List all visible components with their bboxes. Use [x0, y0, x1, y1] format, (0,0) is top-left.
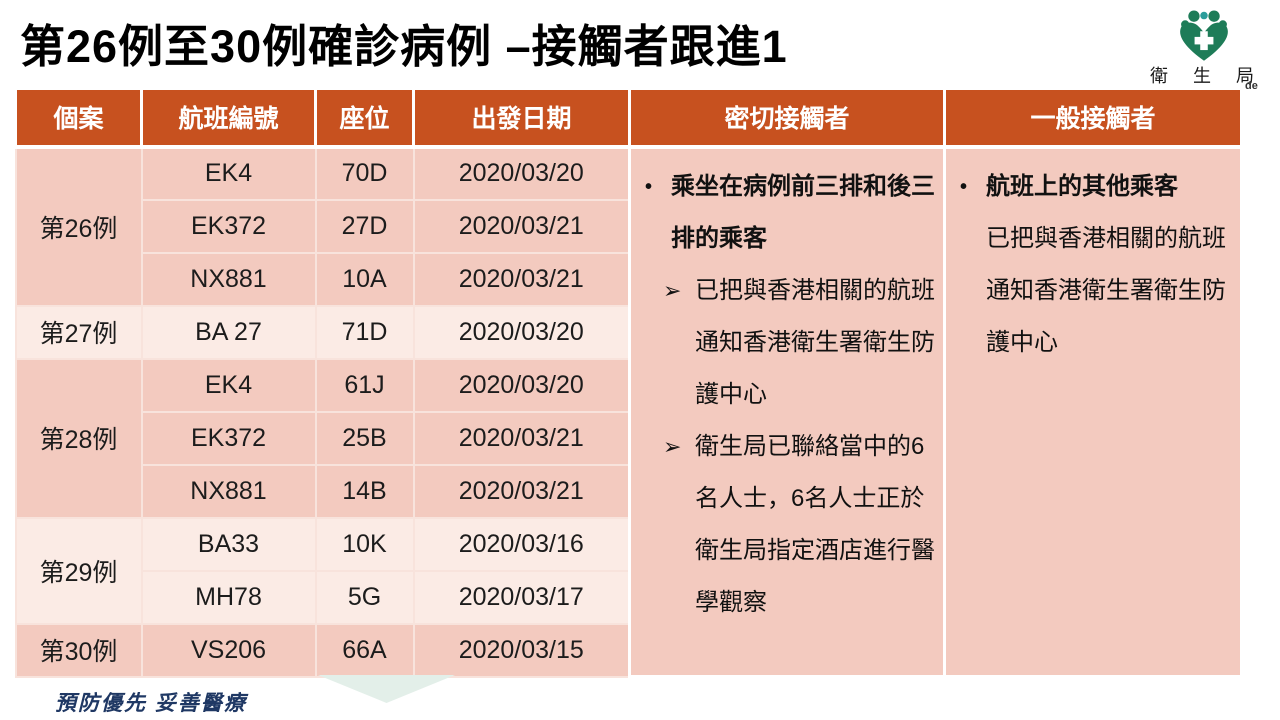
- date-cell: 2020/03/21: [412, 410, 631, 466]
- date-cell: 2020/03/20: [412, 145, 631, 201]
- bullet-icon: •: [960, 175, 968, 198]
- table-row: 第30例 VS206 66A 2020/03/15: [14, 622, 1242, 678]
- general-contacts-cell-item: • 航班上的其他乘客: [952, 161, 1234, 213]
- date-cell: 2020/03/21: [412, 463, 631, 519]
- case-cell: 第28例: [14, 357, 143, 519]
- arrow-icon: ➢: [663, 277, 682, 303]
- flight-cell: NX881: [140, 251, 317, 307]
- logo-label: 衛 生 局: [1150, 66, 1254, 86]
- flight-cell: EK372: [140, 410, 317, 466]
- close-contacts-cell-item: • 乘坐在病例前三排和後三排的乘客: [637, 161, 937, 265]
- seat-cell: 66A: [314, 622, 415, 678]
- date-cell: 2020/03/20: [412, 304, 631, 360]
- table-row: 第28例 EK4 61J 2020/03/20: [14, 357, 1242, 519]
- column-header-5: 一般接觸者: [943, 87, 1243, 149]
- seat-cell: 10K: [314, 516, 415, 572]
- column-header-0: 個案: [14, 87, 143, 149]
- table-row: 第26例 EK4 70D 2020/03/20 • 乘坐在病例前三排和後三排的乘客 ➢ 已把與…: [14, 145, 1243, 678]
- close-contacts-cell-item: ➢ 衛生局已聯絡當中的6名人士，6名人士正於衛生局指定酒店進行醫學觀察: [637, 421, 937, 629]
- column-header-4: 密切接觸者: [628, 87, 946, 149]
- case-cell: 第27例: [14, 304, 143, 360]
- table-row: NX881 14B 2020/03/21: [16, 463, 1242, 519]
- date-cell: 2020/03/17: [412, 569, 631, 625]
- date-cell: 2020/03/21: [412, 198, 631, 254]
- seat-cell: 70D: [314, 145, 415, 201]
- table-row: 第29例 BA33 10K 2020/03/16: [14, 516, 1242, 625]
- date-cell: 2020/03/20: [412, 357, 631, 413]
- contact-tracing-table: 個案 航班編號 座位 出發日期 密切接觸者 一般接觸者 第26例 EK4 70D 2020/03…: [14, 87, 1243, 678]
- case-cell: 第29例: [14, 516, 143, 625]
- table-row: MH78 5G 2020/03/17: [16, 569, 1242, 625]
- general-contacts-cell-item: 已把與香港相關的航班通知香港衛生署衛生防護中心: [986, 224, 1226, 356]
- chevron-decoration: [318, 675, 455, 703]
- flight-cell: BA33: [140, 516, 317, 572]
- flight-cell: MH78: [140, 569, 317, 625]
- table-row: EK372 25B 2020/03/21: [16, 410, 1242, 466]
- health-bureau-logo: 衛 生 局: [1148, 6, 1268, 86]
- flight-cell: EK4: [140, 357, 317, 413]
- flight-cell: BA 27: [140, 304, 317, 360]
- flight-cell: NX881: [140, 463, 317, 519]
- seat-cell: 5G: [314, 569, 415, 625]
- seat-cell: 61J: [314, 357, 415, 413]
- arrow-icon: ➢: [663, 433, 682, 459]
- seat-cell: 14B: [314, 463, 415, 519]
- footer-slogan: 預防優先 妥善醫療: [55, 692, 247, 715]
- seat-cell: 27D: [314, 198, 415, 254]
- date-cell: 2020/03/15: [412, 622, 631, 678]
- case-cell: 第30例: [14, 622, 143, 678]
- case-cell: 第26例: [14, 145, 143, 307]
- heart-people-icon: [1180, 10, 1228, 61]
- column-header-2: 座位: [314, 87, 415, 149]
- flight-cell: EK372: [140, 198, 317, 254]
- page-title: 第26例至30例確診病例 –接觸者跟進1: [20, 21, 788, 72]
- flight-cell: EK4: [140, 145, 317, 201]
- column-header-1: 航班編號: [140, 87, 317, 149]
- general-contacts-cell: • 航班上的其他乘客已把與香港相關的航班通知香港衛生署衛生防護中心: [943, 146, 1243, 678]
- bullet-icon: •: [645, 175, 653, 198]
- table-row: 第27例 BA 27 71D 2020/03/20: [14, 304, 1242, 360]
- seat-cell: 71D: [314, 304, 415, 360]
- column-header-3: 出發日期: [412, 87, 631, 149]
- close-contacts-cell: • 乘坐在病例前三排和後三排的乘客 ➢ 已把與香港相關的航班通知香港衛生署衛生防護中心…: [628, 146, 946, 678]
- table-row: EK372 27D 2020/03/21: [16, 198, 1242, 254]
- logo-partial-text: de: [1245, 80, 1258, 92]
- close-contacts-cell-item: ➢ 已把與香港相關的航班通知香港衛生署衛生防護中心: [637, 265, 937, 421]
- flight-cell: VS206: [140, 622, 317, 678]
- seat-cell: 10A: [314, 251, 415, 307]
- cross-icon: [1194, 31, 1214, 51]
- date-cell: 2020/03/16: [412, 516, 631, 572]
- table-header-row: 個案 航班編號 座位 出發日期 密切接觸者 一般接觸者: [14, 87, 1243, 149]
- date-cell: 2020/03/21: [412, 251, 631, 307]
- seat-cell: 25B: [314, 410, 415, 466]
- table-row: NX881 10A 2020/03/21: [16, 251, 1242, 307]
